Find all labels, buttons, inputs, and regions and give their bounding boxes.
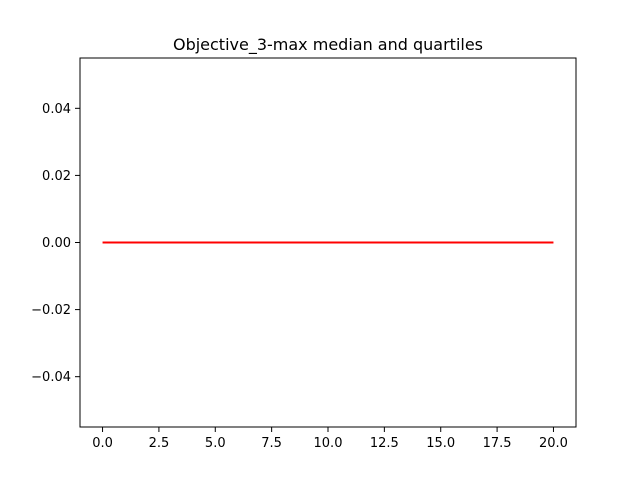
x-tick-label: 0.0: [92, 436, 113, 451]
x-tick-label: 10.0: [314, 436, 343, 451]
y-tick-label: −0.02: [31, 303, 71, 318]
x-tick-label: 12.5: [370, 436, 399, 451]
x-tick-label: 20.0: [539, 436, 568, 451]
axes: 0.0 2.5 5.0 7.5 10.0 12.5 15.0 17.5 20.0 −0.04 −0.…: [31, 57, 577, 451]
x-tick-label: 15.0: [426, 436, 455, 451]
y-tick-label: 0.02: [42, 169, 71, 184]
y-tick-label: 0.04: [42, 102, 71, 117]
chart-title: Objective_3-max median and quartiles: [173, 35, 483, 55]
y-tick-label: 0.00: [42, 236, 71, 251]
x-tick-label: 2.5: [149, 436, 170, 451]
x-tick-label: 7.5: [261, 436, 282, 451]
x-tick-label: 17.5: [483, 436, 512, 451]
y-tick-label: −0.04: [31, 370, 71, 385]
x-tick-label: 5.0: [205, 436, 226, 451]
